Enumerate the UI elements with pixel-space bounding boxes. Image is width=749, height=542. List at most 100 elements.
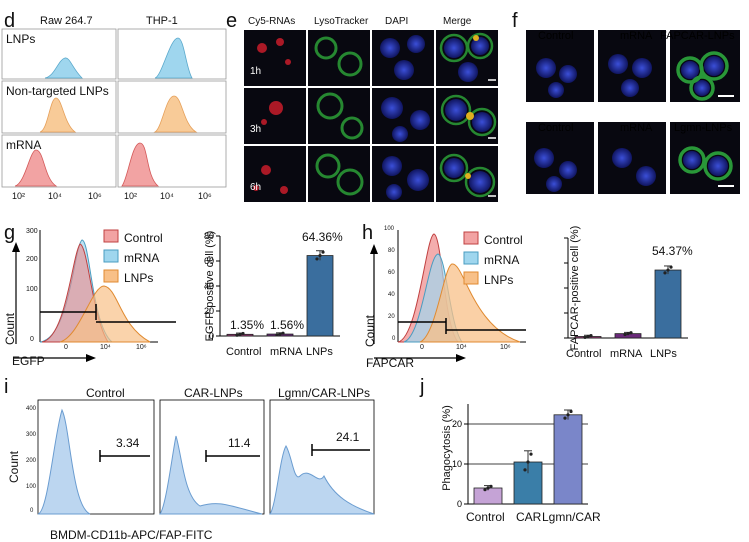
h-ytick: 0: [392, 336, 396, 342]
g-xtick: 0: [64, 344, 68, 351]
e-row-6h: 6h: [250, 182, 262, 193]
d-tick: 10⁴: [160, 191, 174, 201]
g-legend-mrna: mRNA: [124, 251, 160, 265]
h-legend-lnps: LNPs: [484, 273, 514, 287]
y-tick-label: 0: [457, 499, 462, 509]
i-ytick: 200: [26, 458, 37, 464]
h-ylabel: Count: [363, 314, 378, 348]
i-ytick: 100: [26, 484, 37, 490]
data-point: [321, 250, 325, 254]
data-point: [278, 332, 282, 336]
data-point: [583, 335, 587, 339]
i-ytick: 0: [30, 508, 34, 514]
panel-label-g: g: [4, 222, 16, 244]
panel-label-f: f: [512, 10, 518, 32]
g-flow-histogram: [12, 229, 176, 362]
h-bar-chart: [564, 237, 688, 339]
data-point: [663, 271, 667, 275]
h-xlabel: FAPCAR: [366, 356, 415, 370]
y-tick-label: 60: [204, 256, 214, 266]
e-col-dapi: DAPI: [385, 16, 409, 27]
data-point: [238, 332, 242, 336]
d-row-mrna: mRNA: [6, 138, 42, 152]
i-ytick: 300: [26, 432, 37, 438]
data-point: [526, 460, 530, 464]
y-tick-label: 20: [204, 306, 214, 316]
g-bar-cat-control: Control: [226, 346, 262, 358]
y-tick-label: 0: [209, 331, 214, 341]
i-title-car-lnps: CAR-LNPs: [184, 386, 243, 400]
data-point: [569, 409, 573, 414]
data-point: [566, 413, 570, 417]
i-gate-control: 3.34: [116, 436, 140, 450]
panel-label-d: d: [4, 10, 16, 32]
i-ytick: 400: [26, 406, 37, 412]
d-row-nontargeted: Non-targeted LNPs: [6, 84, 109, 98]
panel-label-h: h: [362, 222, 374, 244]
f-label-mrna-2: mRNA: [620, 122, 653, 134]
g-bar-cat-lnps: LNPs: [306, 346, 333, 358]
d-tick: 10⁶: [88, 191, 102, 201]
i-gate-car-lnps: 11.4: [228, 436, 251, 450]
i-ylabel: Count: [7, 450, 22, 484]
data-point: [629, 331, 633, 335]
data-point: [586, 334, 590, 339]
data-point: [483, 488, 487, 492]
g-legend-lnps: LNPs: [124, 271, 154, 285]
h-flow-histogram: [370, 230, 526, 362]
panel-label-e: e: [226, 10, 238, 32]
h-ytick: 20: [388, 314, 395, 320]
g-ytick: 300: [26, 228, 38, 235]
j-cat-lgmn-car: Lgmn/CAR: [542, 510, 601, 524]
g-ytick: 0: [30, 336, 34, 343]
y-tick-label: 40: [204, 281, 214, 291]
e-row-3h: 3h: [250, 124, 262, 135]
d-row-lnps: LNPs: [6, 32, 36, 46]
data-point: [315, 257, 319, 261]
bar: [553, 414, 583, 505]
h-legend-mrna: mRNA: [484, 253, 520, 267]
data-point: [563, 416, 567, 420]
h-legend-control: Control: [484, 233, 523, 247]
h-xtick: 0: [420, 344, 424, 351]
j-bar-chart: 0 10 20: [452, 404, 588, 509]
d-col-thp1: THP-1: [146, 15, 178, 27]
h-bar-cat-mrna: mRNA: [610, 348, 643, 360]
h-xtick: 10⁴: [456, 344, 467, 351]
i-flow-histograms: [37, 399, 375, 515]
data-point: [486, 486, 490, 490]
f-label-mrna-1: mRNA: [620, 30, 653, 42]
g-bar-label-lnps: 64.36%: [302, 230, 343, 244]
d-tick: 10²: [12, 191, 26, 201]
d-tick: 10⁶: [198, 191, 212, 201]
h-bar-cat-lnps: LNPs: [650, 348, 677, 360]
panel-label-i: i: [4, 376, 9, 398]
panel-label-j: j: [420, 376, 425, 398]
h-ytick: 80: [388, 248, 395, 254]
data-point: [623, 332, 627, 337]
g-bar-chart: 0 20 40 60 80: [204, 231, 340, 341]
g-bar-cat-mrna: mRNA: [270, 346, 303, 358]
d-tick: 10²: [124, 191, 138, 201]
g-xtick: 10⁴: [100, 344, 111, 351]
g-ytick: 100: [26, 286, 38, 293]
h-ytick: 40: [388, 292, 395, 298]
data-point: [235, 333, 239, 337]
bar: [306, 255, 334, 337]
data-point: [666, 268, 670, 272]
e-col-merge: Merge: [443, 16, 472, 27]
h-bar-cat-control: Control: [566, 348, 602, 360]
g-bar-label-mrna: 1.56%: [270, 318, 305, 332]
g-xtick: 10⁶: [136, 344, 147, 351]
d-col-raw: Raw 264.7: [40, 15, 93, 27]
data-point: [281, 331, 285, 335]
e-col-lyso: LysoTracker: [314, 16, 369, 27]
g-bar-label-control: 1.35%: [230, 318, 265, 332]
e-row-1h: 1h: [250, 66, 262, 77]
f-label-control-2: Control: [538, 122, 574, 134]
y-tick-label: 80: [204, 231, 214, 241]
i-xlabel: BMDM-CD11b-APC/FAP-FITC: [50, 528, 213, 542]
g-ylabel: Count: [3, 312, 18, 346]
g-xlabel: EGFP: [12, 354, 45, 368]
i-title-lgmn-car-lnps: Lgmn/CAR-LNPs: [278, 386, 371, 400]
